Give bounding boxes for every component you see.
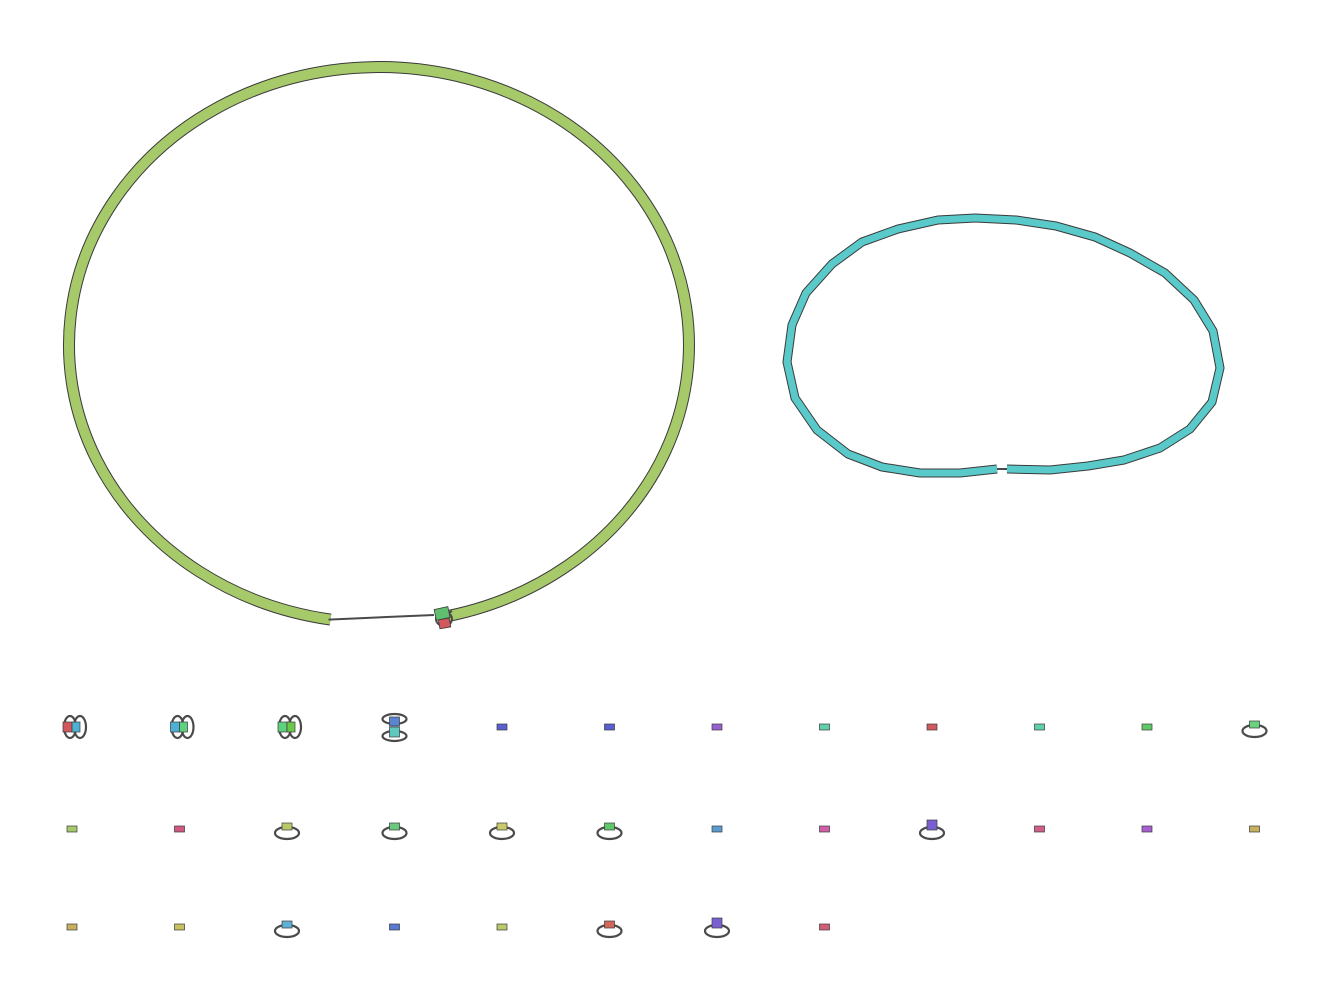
small-component-node[interactable] [711,723,723,731]
graph-node[interactable] [389,726,400,738]
graph-node[interactable] [1034,825,1045,833]
small-component-node[interactable] [496,923,508,931]
graph-node[interactable] [926,819,938,831]
small-component-node[interactable] [66,923,78,931]
graph-node[interactable] [819,825,830,833]
small-component-node[interactable] [1141,825,1153,833]
small-component-double-loop-pair[interactable] [62,714,88,740]
contig-segment[interactable] [63,62,694,625]
small-component-node[interactable] [604,723,615,731]
contig-segment[interactable] [783,214,1224,477]
small-component-self-loop[interactable] [596,920,623,939]
large-components-layer [62,61,1225,630]
graph-node[interactable] [819,923,830,931]
small-component-node[interactable] [1141,723,1153,731]
small-component-self-loop[interactable] [596,822,623,841]
graph-node[interactable] [286,721,296,733]
graph-node[interactable] [1034,723,1045,731]
graph-node[interactable] [281,822,293,831]
graph-node[interactable] [277,721,288,733]
small-component-node[interactable] [1034,723,1045,731]
small-component-node[interactable] [819,825,830,833]
small-component-node[interactable] [174,923,185,931]
small-component-double-loop-pair[interactable] [277,714,303,740]
graph-node[interactable] [496,923,508,931]
graph-node[interactable] [62,721,73,733]
graph-node[interactable] [711,825,723,833]
contig-segment-outline [782,213,1225,478]
graph-node[interactable] [496,723,508,731]
small-component-node[interactable] [174,825,185,833]
small-component-self-loop[interactable] [273,920,301,939]
small-components-layer [62,712,1268,939]
graph-node[interactable] [604,723,615,731]
small-component-node[interactable] [496,723,508,731]
graph-node[interactable] [71,721,81,733]
graph-node[interactable] [1141,723,1153,731]
graph-node[interactable] [281,920,293,929]
graph-node[interactable] [819,723,830,731]
graph-node[interactable] [1249,720,1260,729]
small-component-double-loop-pair[interactable] [170,714,195,740]
small-component-self-loop[interactable] [918,819,946,841]
graph-node[interactable] [604,822,615,831]
small-component-self-loop[interactable] [488,822,516,841]
small-component-node[interactable] [1249,825,1260,833]
contig-loop-cyan[interactable] [782,213,1225,478]
graph-node[interactable] [389,923,400,931]
graph-node[interactable] [1249,825,1260,833]
graph-node[interactable] [174,825,185,833]
graph-node[interactable] [711,723,723,731]
graph-node[interactable] [174,923,185,931]
graph-node[interactable] [711,917,723,929]
small-component-self-loop[interactable] [1241,720,1268,739]
junction-node[interactable] [437,617,452,630]
small-component-stacked-loop-pair[interactable] [381,712,408,743]
small-component-node[interactable] [819,923,830,931]
small-component-self-loop[interactable] [273,822,301,841]
graph-node[interactable] [1141,825,1153,833]
graph-node[interactable] [496,822,508,831]
small-component-node[interactable] [1034,825,1045,833]
graph-node[interactable] [926,723,938,731]
graph-node[interactable] [389,822,400,831]
junction-edge [328,614,435,621]
graph-node[interactable] [170,721,180,733]
small-component-self-loop[interactable] [703,917,731,939]
graph-node[interactable] [389,716,400,727]
graph-node[interactable] [66,923,78,931]
small-component-node[interactable] [819,723,830,731]
graph-node[interactable] [66,825,78,833]
graph-node[interactable] [179,721,188,733]
small-component-node[interactable] [389,923,400,931]
graph-node[interactable] [604,920,615,929]
small-component-node[interactable] [66,825,78,833]
contig-circle-green[interactable] [62,61,695,630]
small-component-node[interactable] [926,723,938,731]
small-component-self-loop[interactable] [381,822,408,841]
small-component-node[interactable] [711,825,723,833]
